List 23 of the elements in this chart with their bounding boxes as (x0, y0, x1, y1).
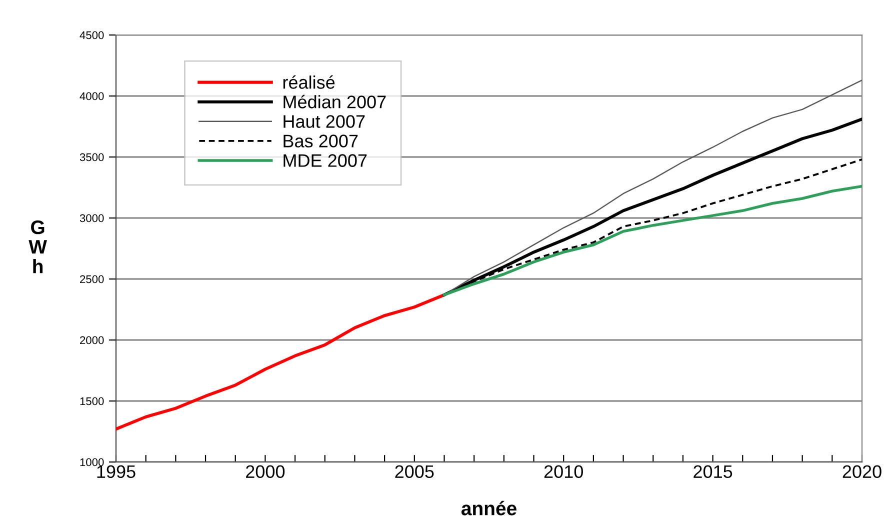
x-tick-label: 2010 (544, 465, 583, 478)
x-tick-label: 2000 (246, 465, 285, 478)
x-tick-label: 2005 (395, 465, 434, 478)
line-series (442, 184, 862, 296)
x-tick-label: 2020 (842, 465, 882, 478)
legend-label: MDE 2007 (284, 154, 367, 167)
y-tick-label: 3000 (80, 214, 104, 222)
x-axis-title: année (461, 500, 516, 516)
legend-label: Haut 2007 (284, 115, 365, 128)
y-axis-title: GWh (28, 220, 47, 274)
y-tick-label: 2500 (80, 275, 104, 284)
line-series (116, 293, 446, 431)
y-tick-label: 2000 (80, 336, 104, 344)
y-tick-label: 4000 (80, 92, 104, 100)
y-tick-label: 1000 (80, 458, 104, 466)
x-tick-label: 1995 (97, 465, 136, 478)
y-tick-label: 4500 (80, 31, 104, 40)
y-tick-label: 1500 (80, 397, 104, 406)
x-tick-label: 2015 (694, 465, 732, 478)
legend-label: réalisé (283, 75, 335, 89)
legend-label: Médian 2007 (284, 94, 386, 108)
y-tick-label: 3500 (80, 153, 104, 162)
legend-label: Bas 2007 (284, 134, 358, 148)
